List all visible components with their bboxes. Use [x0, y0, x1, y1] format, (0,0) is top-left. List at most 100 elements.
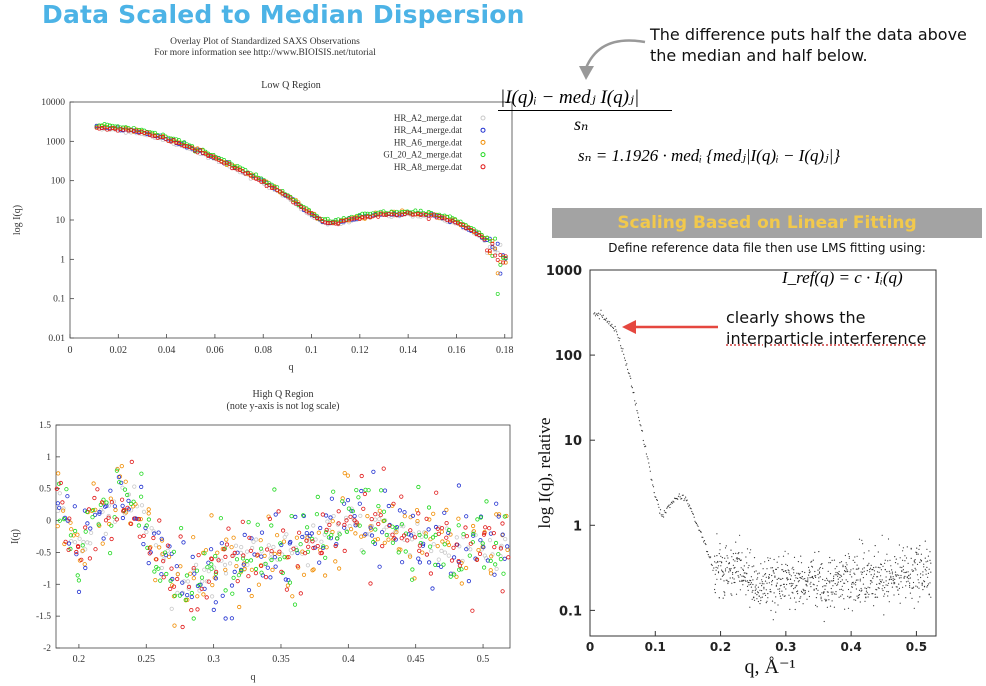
data-point [263, 561, 268, 566]
data-point [797, 581, 800, 583]
data-point [774, 576, 776, 578]
data-point [761, 583, 763, 585]
data-point [858, 594, 860, 597]
data-point [226, 526, 231, 531]
data-point [296, 530, 302, 535]
data-point [137, 534, 142, 539]
data-point [439, 525, 444, 531]
data-point [477, 551, 483, 557]
data-point [856, 555, 858, 557]
data-point [310, 539, 315, 544]
data-point [479, 233, 484, 237]
data-point [870, 574, 872, 576]
data-point [292, 602, 298, 607]
data-point [623, 353, 625, 355]
data-point [742, 568, 744, 570]
data-point [901, 570, 903, 572]
data-point [927, 576, 929, 578]
data-point [161, 557, 166, 562]
data-point [855, 584, 857, 586]
data-point [645, 445, 647, 447]
data-point [222, 161, 227, 166]
data-point [820, 563, 822, 566]
data-point [147, 133, 152, 137]
data-point [190, 146, 195, 151]
data-point [491, 530, 496, 536]
data-point [202, 586, 207, 591]
data-point [758, 572, 760, 574]
data-point [501, 571, 506, 576]
data-point [678, 493, 680, 495]
data-point [704, 542, 706, 545]
data-point [769, 588, 771, 591]
data-point [478, 515, 483, 520]
data-point [103, 531, 108, 537]
data-point [881, 579, 883, 581]
fraction-bar [498, 110, 672, 111]
data-point [750, 583, 752, 586]
data-point [224, 542, 230, 547]
data-point [728, 568, 731, 570]
data-point [68, 533, 74, 538]
data-point [727, 582, 729, 585]
data-point [153, 134, 157, 139]
data-point [333, 221, 338, 226]
data-point [83, 529, 88, 534]
data-point [259, 563, 264, 569]
data-point [905, 585, 907, 587]
data-point [496, 514, 501, 519]
data-point [716, 533, 718, 535]
data-point [652, 484, 654, 486]
data-point [809, 571, 811, 573]
data-point [793, 597, 796, 599]
data-point [930, 562, 932, 564]
data-point [389, 212, 394, 217]
data-point [764, 580, 767, 582]
data-point [656, 499, 658, 501]
data-point [368, 525, 373, 530]
data-point [855, 588, 858, 590]
data-point [71, 533, 76, 538]
data-point [164, 571, 169, 577]
data-point [312, 214, 317, 219]
data-point [500, 521, 505, 526]
data-point [813, 589, 815, 591]
data-point [897, 589, 899, 591]
data-point [929, 559, 931, 562]
data-point [481, 545, 486, 550]
data-point [479, 234, 484, 239]
data-point [762, 575, 764, 577]
data-point [822, 567, 824, 570]
data-point [829, 582, 831, 584]
data-point [652, 486, 655, 488]
data-point [410, 567, 415, 572]
data-point [844, 566, 847, 568]
data-point [847, 553, 850, 555]
data-point [804, 593, 806, 595]
data-point [289, 513, 294, 519]
x-tick-label: 0.5 [906, 640, 927, 654]
data-point [218, 516, 223, 521]
data-point [711, 564, 713, 567]
data-point [430, 586, 435, 591]
data-point [898, 583, 900, 585]
data-point [222, 546, 227, 551]
data-point [771, 567, 774, 569]
data-point [169, 566, 174, 571]
data-point [844, 554, 847, 557]
data-point [391, 501, 396, 506]
data-point [400, 210, 405, 214]
data-point [683, 499, 685, 502]
data-point [471, 229, 476, 234]
data-point [272, 551, 277, 557]
data-point [922, 574, 924, 576]
data-point [103, 518, 109, 523]
data-point [741, 575, 743, 577]
data-point [186, 584, 192, 590]
data-point [163, 136, 168, 141]
data-point [108, 488, 113, 493]
y-tick-label: 1000 [546, 264, 582, 279]
data-point [926, 548, 928, 550]
data-point [817, 573, 819, 576]
data-point [873, 555, 876, 558]
